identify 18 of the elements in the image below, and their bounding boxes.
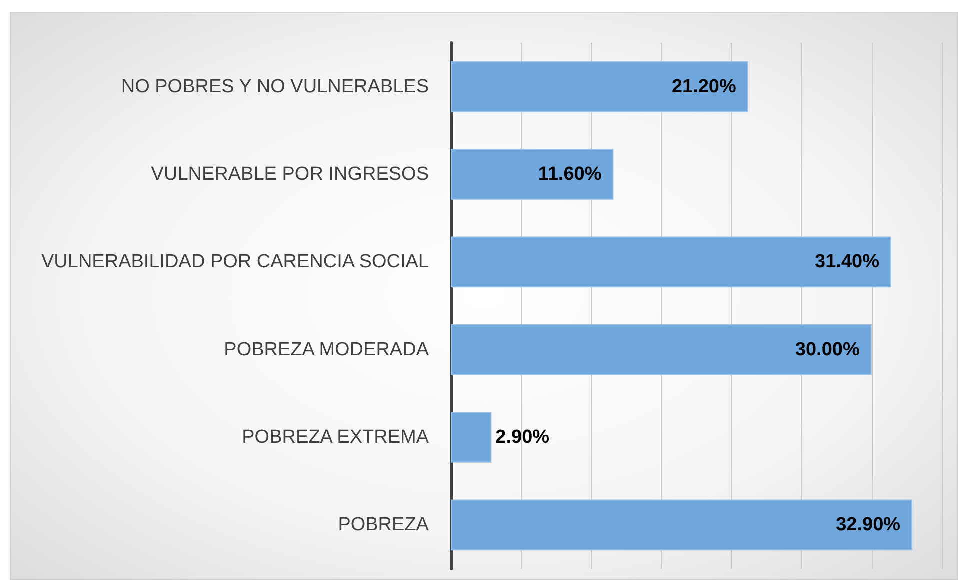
y-tick-label: POBREZA xyxy=(338,514,430,536)
bar xyxy=(451,149,614,200)
data-label: 31.40% xyxy=(815,252,880,273)
data-label: 32.90% xyxy=(836,514,901,536)
data-label: 11.60% xyxy=(538,164,602,185)
bar xyxy=(451,324,872,376)
bar xyxy=(451,412,492,463)
y-tick-label: VULNERABLE POR INGRESOS xyxy=(151,164,429,185)
y-tick-label: POBREZA EXTREMA xyxy=(242,427,430,448)
bar xyxy=(451,236,892,288)
bar xyxy=(451,500,913,551)
data-label: 2.90% xyxy=(496,427,550,448)
y-tick-label: NO POBRES Y NO VULNERABLES xyxy=(121,76,429,98)
bar xyxy=(451,61,748,112)
y-tick-label: VULNERABILIDAD POR CARENCIA SOCIAL xyxy=(42,252,429,273)
data-label: 30.00% xyxy=(795,339,860,360)
y-tick-label: POBREZA MODERADA xyxy=(224,339,430,360)
data-label: 21.20% xyxy=(672,76,736,98)
